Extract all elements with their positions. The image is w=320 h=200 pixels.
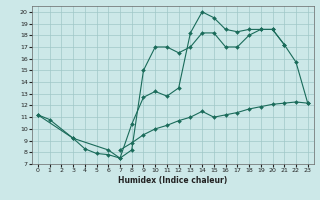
X-axis label: Humidex (Indice chaleur): Humidex (Indice chaleur) bbox=[118, 176, 228, 185]
